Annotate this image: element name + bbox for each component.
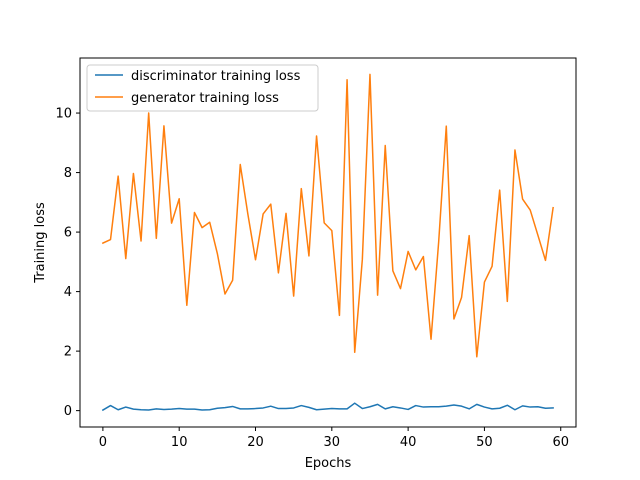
x-tick-label: 40 — [400, 435, 417, 450]
x-tick-label: 20 — [247, 435, 264, 450]
y-tick-label: 8 — [64, 166, 72, 181]
series-line-discriminator — [101, 402, 554, 412]
y-tick-label: 4 — [64, 285, 72, 300]
legend-label-discriminator: discriminator training loss — [131, 69, 301, 84]
x-tick-label: 60 — [552, 435, 569, 450]
x-tick-label: 0 — [99, 435, 107, 450]
y-axis-ticks: 0 2 4 6 8 10 — [55, 107, 80, 419]
y-axis-title: Training loss — [33, 202, 48, 284]
series-line-generator — [101, 73, 554, 358]
legend-box — [86, 64, 319, 112]
y-tick-label: 0 — [64, 404, 72, 419]
y-tick-label: 10 — [55, 107, 72, 122]
x-axis-ticks: 0 10 20 30 40 50 60 — [99, 427, 569, 450]
series-lines — [101, 73, 554, 412]
legend: discriminator training loss generator tr… — [86, 64, 319, 112]
legend-label-generator: generator training loss — [131, 91, 279, 106]
x-tick-label: 50 — [476, 435, 493, 450]
x-tick-label: 30 — [324, 435, 341, 450]
plot-frame — [79, 57, 577, 428]
plot-area — [80, 58, 576, 427]
x-axis-title: Epochs — [305, 456, 352, 471]
y-tick-label: 6 — [64, 226, 72, 241]
y-tick-label: 2 — [64, 345, 72, 360]
x-tick-label: 10 — [171, 435, 188, 450]
